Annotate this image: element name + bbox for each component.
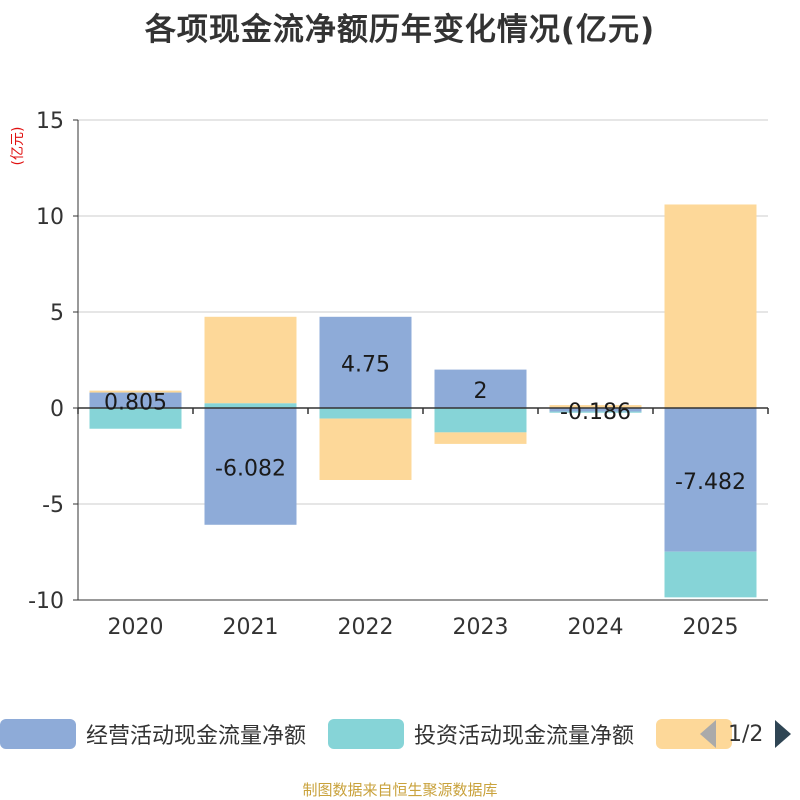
- legend-swatch-operating: [0, 719, 76, 749]
- bar-investing-2021: [204, 403, 297, 408]
- y-tick-label: 0: [50, 397, 64, 422]
- bar-financing-2025: [664, 204, 757, 408]
- bar-operating-2023: [434, 369, 527, 408]
- data-label-operating-2020: 0.805: [104, 390, 167, 415]
- data-label-operating-2024: -0.186: [560, 400, 631, 425]
- source-note: 制图数据来自恒生聚源数据库: [302, 781, 498, 799]
- bar-operating-2020: [89, 392, 182, 408]
- bar-investing-2020: [89, 408, 182, 429]
- chart-plot: (亿元) 15 10 5 0 -5 -10 2020 2021 2022 2023 2024 2025 0…: [10, 109, 769, 640]
- bar-financing-2020: [89, 390, 182, 393]
- bar-investing-2024: [549, 411, 642, 413]
- bar-investing-2023: [434, 408, 527, 433]
- legend-page-indicator: 1/2: [728, 721, 764, 747]
- x-tick-label-2024: 2024: [568, 615, 624, 640]
- x-tick-label-2023: 2023: [453, 615, 509, 640]
- y-tick-label: 15: [36, 109, 64, 134]
- legend-item-operating[interactable]: 经营活动现金流量净额: [0, 718, 306, 750]
- bar-operating-2022: [319, 316, 412, 408]
- x-tick-label-2025: 2025: [683, 615, 739, 640]
- data-label-operating-2025: -7.482: [675, 470, 746, 495]
- legend-label-operating: 经营活动现金流量净额: [86, 724, 307, 749]
- bar-financing-2024: [549, 405, 642, 408]
- x-tick-label-2022: 2022: [338, 615, 394, 640]
- bar-operating-2024: [549, 408, 642, 412]
- bar-financing-2022: [319, 418, 412, 480]
- bar-operating-2025: [664, 408, 757, 552]
- y-axis-unit-label: (亿元): [10, 127, 26, 166]
- x-tick-label-2020: 2020: [108, 615, 164, 640]
- legend-label-investing: 投资活动现金流量净额: [414, 724, 635, 749]
- x-tick-label-2021: 2021: [223, 615, 279, 640]
- bar-financing-2021: [204, 316, 297, 404]
- legend-swatch-financing: [656, 719, 733, 749]
- y-tick-label: 5: [50, 301, 64, 326]
- legend-item-investing[interactable]: 投资活动现金流量净额: [328, 718, 634, 750]
- bar-investing-2022: [319, 408, 412, 419]
- bar-operating-2021: [204, 408, 297, 525]
- data-label-operating-2022: 4.75: [341, 352, 390, 377]
- chevron-right-icon[interactable]: [775, 720, 792, 748]
- legend-item-financing[interactable]: [656, 719, 742, 749]
- data-label-operating-2021: -6.082: [215, 456, 286, 481]
- y-tick-label: -5: [42, 493, 64, 518]
- bar-financing-2023: [434, 432, 527, 444]
- bar-investing-2025: [664, 551, 757, 598]
- legend: 经营活动现金流量净额 投资活动现金流量净额: [0, 716, 764, 752]
- legend-swatch-investing: [328, 719, 405, 749]
- y-tick-label: 10: [36, 205, 64, 230]
- data-label-operating-2023: 2: [474, 379, 488, 404]
- chevron-left-icon[interactable]: [700, 720, 716, 748]
- chart-title: 各项现金流净额历年变化情况(亿元): [144, 12, 656, 48]
- legend-pager: 1/2: [700, 716, 792, 752]
- y-tick-label: -10: [28, 589, 64, 614]
